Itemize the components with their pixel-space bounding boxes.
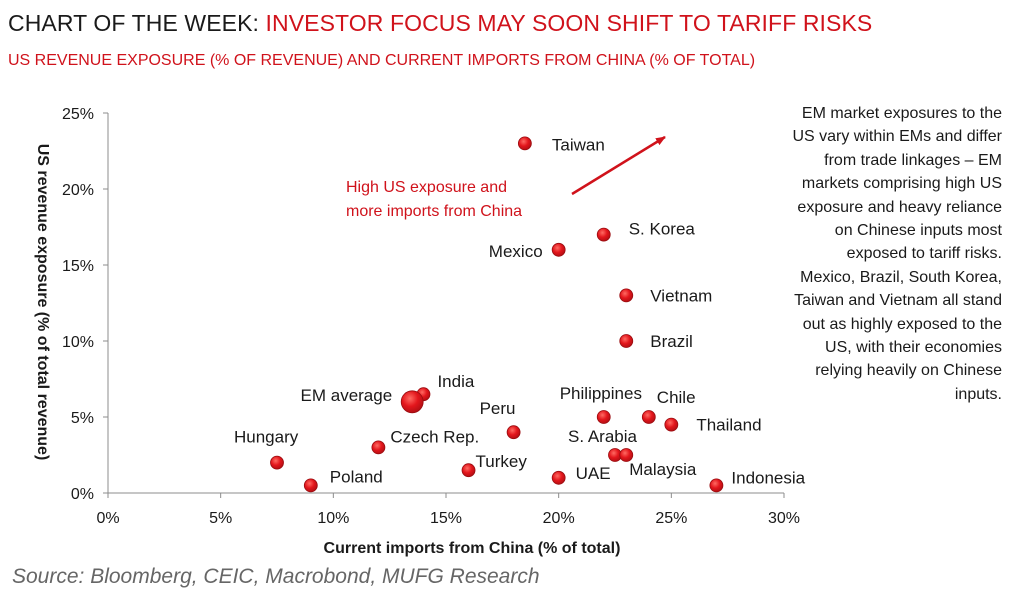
tick-labels: 0% 5% 10% 15% 20% 25% 0% 5% 10% 15% 20% 25% 30% <box>62 106 800 527</box>
em-average-point <box>400 390 424 414</box>
point-label: EM average <box>301 386 393 405</box>
y-tick-label: 20% <box>62 182 94 199</box>
chart-subtitle: US REVENUE EXPOSURE (% OF REVENUE) AND C… <box>8 52 756 69</box>
data-point <box>551 242 566 257</box>
x-axis-label: Current imports from China (% of total) <box>324 540 621 557</box>
x-tick-label: 25% <box>655 510 687 527</box>
x-tick-label: 15% <box>430 510 462 527</box>
data-point <box>619 288 634 303</box>
point-label: Peru <box>480 399 516 418</box>
data-point <box>709 478 724 493</box>
data-point <box>517 136 532 151</box>
point-label: Chile <box>657 388 696 407</box>
x-tick-label: 30% <box>768 510 800 527</box>
sidebar-note: EM market exposures to the US vary withi… <box>792 105 1002 403</box>
point-label: Indonesia <box>731 468 805 487</box>
data-point <box>461 463 476 478</box>
point-labels: Taiwan S. Korea Mexico Vietnam Brazil India EM… <box>234 135 806 487</box>
point-label: Hungary <box>234 428 299 447</box>
point-label: S. Arabia <box>568 427 638 446</box>
data-points <box>270 136 724 493</box>
point-label: Taiwan <box>552 135 605 154</box>
data-point <box>596 410 611 424</box>
annotation: High US exposure and more imports from C… <box>346 135 666 220</box>
data-point <box>303 478 318 493</box>
annotation-arrow <box>571 135 666 196</box>
chart-title: CHART OF THE WEEK: INVESTOR FOCUS MAY SO… <box>8 10 872 37</box>
axes <box>103 112 785 498</box>
y-tick-label: 5% <box>71 410 94 427</box>
point-label: Brazil <box>650 332 693 351</box>
point-label: Czech Rep. <box>390 427 479 446</box>
point-label: Mexico <box>489 242 543 261</box>
point-label: Vietnam <box>650 286 712 305</box>
data-point <box>664 417 679 432</box>
point-label: Poland <box>330 467 383 486</box>
point-label: Thailand <box>696 416 761 435</box>
annotation-line-2: more imports from China <box>346 203 522 220</box>
data-point <box>506 425 521 440</box>
point-label: Malaysia <box>629 460 697 479</box>
point-label: Turkey <box>476 452 528 471</box>
data-point <box>371 440 386 455</box>
title-prefix: CHART OF THE WEEK: <box>8 10 266 36</box>
x-tick-label: 10% <box>317 510 349 527</box>
y-tick-label: 0% <box>71 486 94 503</box>
data-point <box>641 410 656 424</box>
data-point <box>619 334 634 348</box>
data-point <box>596 227 611 242</box>
x-tick-label: 20% <box>543 510 575 527</box>
y-tick-label: 10% <box>62 334 94 351</box>
point-label: India <box>437 372 474 391</box>
y-axis-label: US revenue exposure (% of total revenue) <box>34 144 51 461</box>
data-point <box>619 448 634 462</box>
point-label: S. Korea <box>629 220 696 239</box>
title-highlight: INVESTOR FOCUS MAY SOON SHIFT TO TARIFF … <box>265 10 873 36</box>
data-point <box>270 455 284 470</box>
source-note: Source: Bloomberg, CEIC, Macrobond, MUFG… <box>12 565 540 588</box>
data-point <box>551 470 566 485</box>
y-tick-label: 25% <box>62 106 94 123</box>
x-tick-label: 0% <box>96 510 119 527</box>
point-label: UAE <box>576 464 611 483</box>
point-label: Philippines <box>560 384 642 403</box>
annotation-line-1: High US exposure and <box>346 179 507 196</box>
x-tick-label: 5% <box>209 510 232 527</box>
y-tick-label: 15% <box>62 258 94 275</box>
